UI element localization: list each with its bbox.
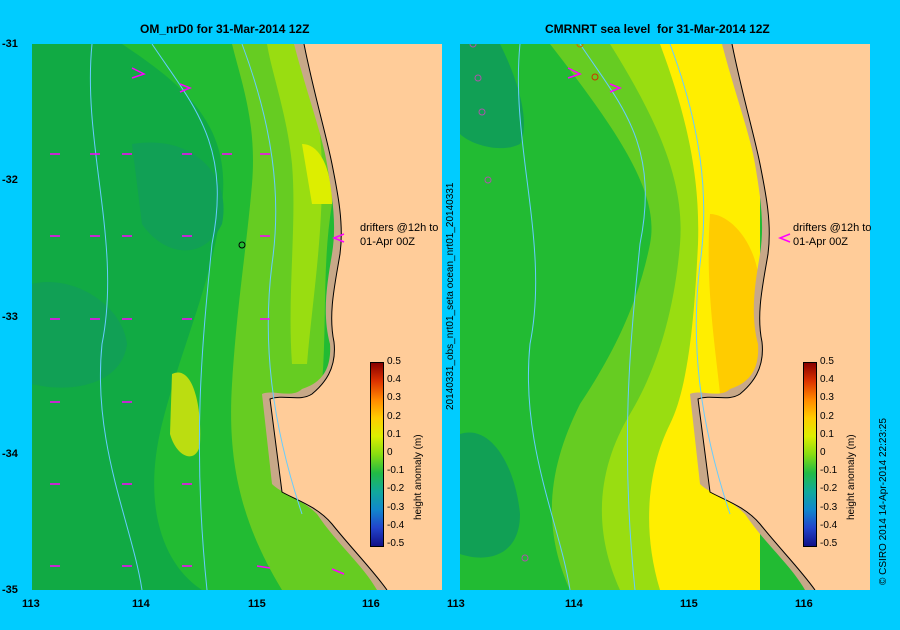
colorbar-tick: -0.3 bbox=[820, 501, 838, 513]
panel-title-right: CMRNRT sea level for 31-Mar-2014 12Z bbox=[545, 22, 770, 36]
colorbar-tick: 0.2 bbox=[820, 410, 834, 422]
colorbar-left bbox=[370, 362, 384, 547]
drifter-annotation-right: 01-Apr 00Z bbox=[793, 236, 849, 248]
colorbar-tick: 0.1 bbox=[387, 428, 401, 440]
colorbar-tick: 0 bbox=[387, 447, 393, 458]
x-tick: 114 bbox=[565, 598, 583, 610]
colorbar-label-left: height anomaly (m) bbox=[413, 434, 424, 520]
colorbar-tick: 0.4 bbox=[387, 374, 401, 386]
drifter-annotation-right: drifters @12h to bbox=[793, 222, 872, 234]
y-tick: -32 bbox=[2, 174, 18, 186]
y-tick: -34 bbox=[2, 448, 18, 460]
x-tick: 113 bbox=[447, 598, 465, 610]
x-tick: 116 bbox=[795, 598, 813, 610]
x-tick: 114 bbox=[132, 598, 150, 610]
colorbar-tick: 0.5 bbox=[820, 356, 834, 367]
colorbar-tick: 0.1 bbox=[820, 428, 834, 440]
side-label-left: 20140331_obs_nrt01_seta ocean_nrt01_2014… bbox=[445, 182, 456, 410]
colorbar-tick: 0.5 bbox=[387, 356, 401, 367]
y-tick: -33 bbox=[2, 311, 18, 323]
colorbar-tick: -0.2 bbox=[387, 483, 405, 495]
colorbar-tick: -0.1 bbox=[820, 465, 838, 477]
sea-level-map-right bbox=[460, 44, 870, 590]
drifter-annotation-left: 01-Apr 00Z bbox=[360, 236, 416, 248]
sea-level-map-left bbox=[32, 44, 442, 590]
colorbar-label-right: height anomaly (m) bbox=[846, 434, 857, 520]
colorbar-tick: -0.4 bbox=[820, 519, 838, 531]
panel-title-left: OM_nrD0 for 31-Mar-2014 12Z bbox=[140, 22, 310, 36]
y-tick: -35 bbox=[2, 584, 18, 596]
side-label-right: © CSIRO 2014 14-Apr-2014 22:23:25 bbox=[878, 418, 889, 585]
colorbar-tick: -0.5 bbox=[387, 538, 405, 549]
x-tick: 113 bbox=[22, 598, 40, 610]
colorbar-tick: 0 bbox=[820, 447, 826, 458]
colorbar-right bbox=[803, 362, 817, 547]
map-panel-left bbox=[32, 44, 442, 590]
colorbar-tick: 0.4 bbox=[820, 374, 834, 386]
x-tick: 116 bbox=[362, 598, 380, 610]
colorbar-tick: -0.1 bbox=[387, 465, 405, 477]
colorbar-tick: -0.2 bbox=[820, 483, 838, 495]
drifter-annotation-left: drifters @12h to bbox=[360, 222, 439, 234]
colorbar-tick: -0.3 bbox=[387, 501, 405, 513]
colorbar-tick: 0.3 bbox=[820, 392, 834, 404]
map-panel-right bbox=[460, 44, 870, 590]
colorbar-tick: -0.5 bbox=[820, 538, 838, 549]
x-tick: 115 bbox=[680, 598, 698, 610]
colorbar-tick: -0.4 bbox=[387, 519, 405, 531]
colorbar-tick: 0.2 bbox=[387, 410, 401, 422]
y-tick: -31 bbox=[2, 38, 18, 50]
colorbar-tick: 0.3 bbox=[387, 392, 401, 404]
x-tick: 115 bbox=[248, 598, 266, 610]
